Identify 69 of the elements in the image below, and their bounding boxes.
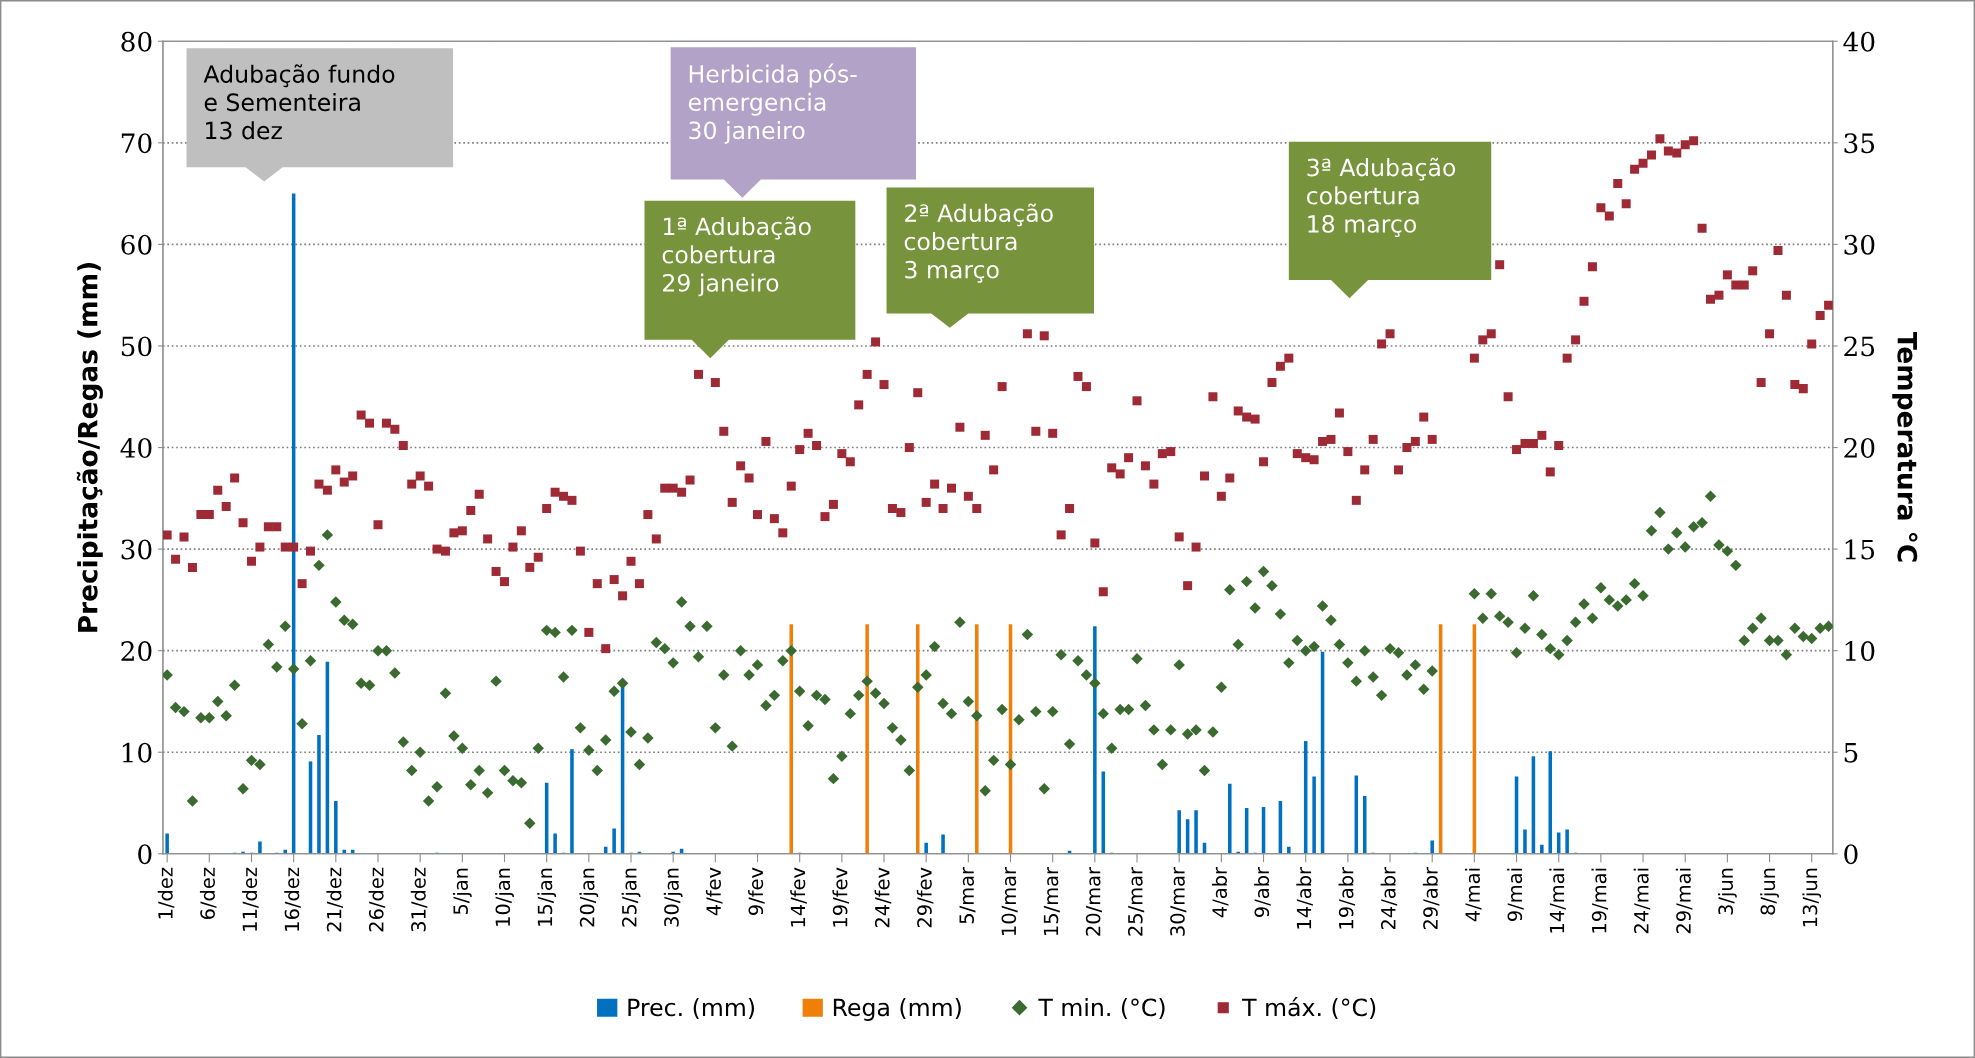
x-tick-label: 24/fev	[874, 867, 892, 928]
y2-tick-label: 15	[1845, 539, 1875, 560]
y-tick-label: 0	[138, 844, 152, 865]
y2-tick-label: 10	[1845, 641, 1875, 662]
legend-label: T máx. (°C)	[1242, 997, 1376, 1020]
x-tick-label: 15/jan	[537, 868, 557, 926]
x-tick-label: 5/jan	[452, 868, 472, 915]
x-tick-label: 4/abr	[1211, 867, 1229, 918]
annotation: Adubação fundo e Sementeira 13 dez	[203, 64, 395, 140]
y-axis-title: Precipitação/Regas (mm)	[76, 263, 103, 632]
y-tick-label: 70	[121, 133, 152, 154]
annotation: Herbicida pós- emergencia 30 janeiro	[688, 63, 857, 144]
x-tick-label: 4/mai	[1464, 868, 1482, 922]
x-tick-label: 8/jun	[1760, 868, 1779, 915]
x-tick-label: 9/mai	[1507, 868, 1524, 921]
x-tick-label: 19/mai	[1591, 868, 1609, 933]
x-tick-label: 3/jun	[1717, 868, 1737, 915]
y-tick-label: 40	[120, 437, 152, 458]
annotation: 2ª Adubação cobertura 3 março	[904, 203, 1053, 283]
x-tick-label: 25/jan	[621, 868, 641, 927]
y-tick-label: 60	[121, 234, 152, 255]
y-tick-label: 20	[121, 641, 152, 662]
x-tick-label: 29/mai	[1675, 868, 1693, 934]
x-tick-label: 14/mai	[1549, 868, 1566, 933]
y2-tick-label: 20	[1844, 437, 1875, 458]
x-tick-label: 1/dez	[157, 867, 175, 919]
x-tick-label: 6/dez	[199, 867, 217, 920]
x-tick-label: 10/mar	[1001, 867, 1018, 936]
y2-tick-label: 0	[1844, 844, 1858, 865]
x-tick-label: 16/dez	[284, 867, 301, 931]
x-tick-label: 25/mar	[1127, 867, 1145, 936]
x-tick-label: 29/fev	[916, 867, 934, 928]
y2-tick-label: 25	[1844, 336, 1875, 357]
y2-axis-title: Temperatura °C	[1892, 331, 1918, 562]
x-tick-label: 14/abr	[1296, 867, 1313, 929]
x-tick-label: 4/fev	[705, 867, 723, 916]
x-tick-label: 30/jan	[663, 868, 683, 927]
y2-tick-label: 40	[1843, 31, 1875, 52]
x-tick-label: 30/mar	[1170, 867, 1187, 936]
x-tick-label: 20/mar	[1085, 867, 1103, 936]
y-tick-label: 80	[121, 31, 152, 52]
x-tick-label: 19/fev	[832, 867, 850, 927]
x-tick-label: 13/jun	[1802, 868, 1822, 927]
y2-tick-label: 5	[1844, 743, 1858, 763]
x-tick-label: 9/fev	[748, 867, 765, 916]
annotation: 1ª Adubação cobertura 29 janeiro	[662, 216, 811, 297]
x-tick-label: 14/fev	[790, 867, 807, 927]
y2-tick-label: 35	[1844, 133, 1875, 154]
y-tick-label: 30	[121, 539, 152, 560]
x-tick-label: 24/mai	[1633, 868, 1651, 934]
x-tick-label: 20/jan	[579, 868, 599, 927]
x-tick-label: 21/dez	[326, 867, 343, 932]
x-tick-label: 15/mar	[1043, 867, 1060, 936]
x-tick-label: 24/abr	[1380, 867, 1398, 930]
x-tick-label: 29/abr	[1422, 867, 1440, 930]
legend-label: T min. (°C)	[1038, 998, 1165, 1020]
x-tick-label: 9/abr	[1254, 867, 1271, 917]
y-tick-label: 50	[121, 336, 152, 357]
x-tick-label: 10/jan	[495, 868, 514, 926]
legend-label: Prec. (mm)	[628, 998, 755, 1020]
annotation: 3ª Adubação cobertura 18 março	[1307, 157, 1456, 238]
legend-label: Rega (mm)	[833, 998, 961, 1021]
x-tick-label: 26/dez	[368, 867, 386, 932]
x-tick-label: 19/abr	[1338, 867, 1356, 929]
x-tick-label: 31/dez	[410, 867, 428, 932]
x-tick-label: 5/mar	[959, 867, 976, 924]
y2-tick-label: 30	[1844, 234, 1875, 255]
x-tick-label: 11/dez	[242, 867, 259, 931]
y-tick-label: 10	[122, 742, 152, 763]
